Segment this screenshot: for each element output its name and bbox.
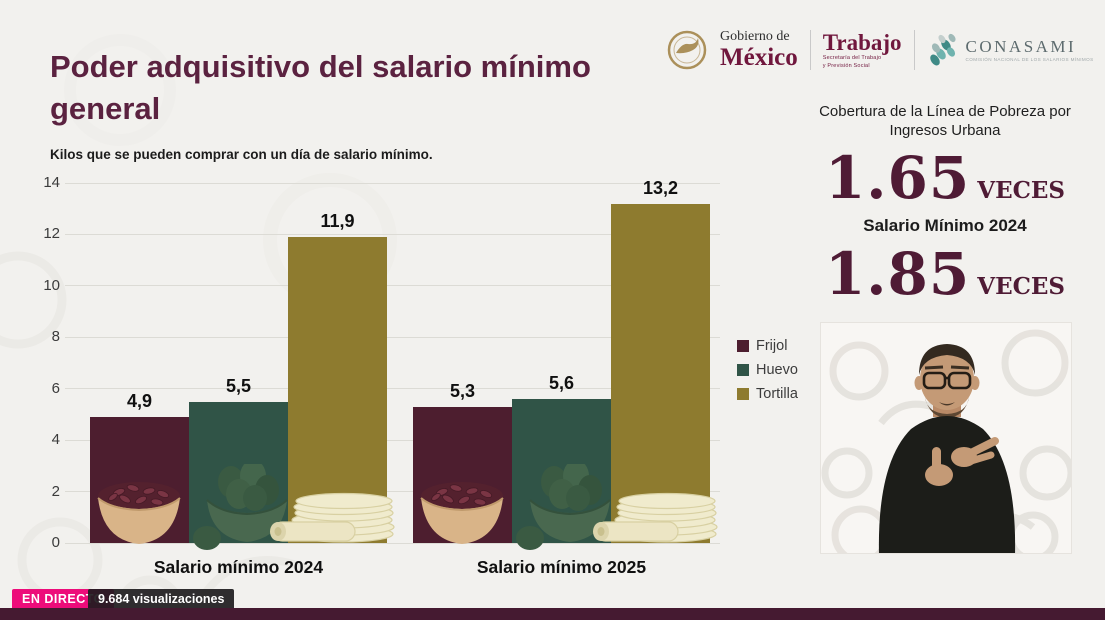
- food-illustrations-2024: [97, 464, 395, 551]
- gridline: [65, 233, 720, 235]
- bar-value-label: 5,6: [548, 373, 575, 393]
- legend-swatch-huevo: [737, 364, 749, 376]
- trabajo-wordmark: Trabajo: [822, 30, 902, 55]
- bar-value-label: 5,3: [449, 380, 476, 401]
- conasami-leaves-icon: [929, 33, 956, 66]
- gobierno-line2: México: [720, 44, 798, 71]
- coverage-value-2025: 1.85 VECES: [795, 240, 1095, 308]
- y-tick-label: 0: [51, 534, 60, 551]
- gridline: [65, 388, 720, 390]
- y-tick-label: 6: [51, 379, 60, 397]
- gridline: [65, 491, 720, 493]
- gridline: [65, 285, 720, 287]
- conasami-wordmark: CONASAMI: [965, 36, 1077, 56]
- legend-label: Huevo: [756, 362, 798, 378]
- y-tick-label: 10: [43, 276, 60, 294]
- chart-legend: Frijol Huevo Tortilla: [737, 338, 798, 410]
- bar-value-label: 11,9: [320, 211, 355, 231]
- page-title: Poder adquisitivo del salario mínimo gen…: [50, 49, 591, 126]
- chart-y-axis: 0 2 4 6 8 10 12 14: [26, 174, 60, 551]
- coverage-number-2024: 1.65: [824, 144, 971, 212]
- mexico-seal-icon: [667, 30, 707, 70]
- y-tick-label: 14: [43, 174, 60, 191]
- legend-swatch-frijol: [737, 340, 749, 352]
- gobierno-logo: Gobierno de México: [720, 29, 798, 71]
- bar-value-label: 4,9: [126, 391, 153, 411]
- bottom-bar: [0, 608, 1105, 620]
- logo-bar: Gobierno de México Trabajo Secretaría de…: [666, 22, 1094, 78]
- salario-minimo-2024-label: Salario Mínimo 2024: [863, 216, 1027, 235]
- trabajo-subtitle-1: Secretaría del Trabajo: [822, 55, 882, 61]
- trabajo-logo: Trabajo Secretaría del Trabajo y Previsi…: [823, 31, 902, 69]
- sign-language-interpreter-video: [820, 322, 1072, 554]
- page-subtitle: Kilos que se pueden comprar con un día d…: [50, 147, 433, 162]
- veces-label-2024: VECES: [977, 177, 1066, 204]
- conasami-logo: CONASAMI COMISIÓN NACIONAL DE LOS SALARI…: [927, 32, 1094, 68]
- gobierno-line1: Gobierno de: [720, 29, 790, 44]
- chart-plot: 4,9 5,3 5,5 5,6 11,9 13,2 Salario mínimo 2024 S…: [65, 178, 720, 577]
- food-illustrations-2025: [420, 464, 718, 551]
- coverage-value-2024: 1.65 VECES: [795, 144, 1095, 212]
- coverage-title: Cobertura de la Línea de Pobreza por Ing…: [819, 103, 1071, 139]
- veces-label-2025: VECES: [977, 273, 1066, 300]
- legend-swatch-tortilla: [737, 388, 749, 400]
- gridline: [65, 182, 720, 184]
- legend-item-tortilla: Tortilla: [737, 386, 798, 402]
- views-count-badge: 9.684 visualizaciones: [88, 589, 235, 610]
- interpreter-figure: [821, 323, 1071, 553]
- bar-tortilla-2024: [288, 237, 387, 543]
- logo-divider: [913, 30, 915, 70]
- category-label-2025: Salario mínimo 2025: [476, 557, 647, 577]
- gridline: [65, 439, 720, 441]
- legend-item-frijol: Frijol: [737, 338, 798, 354]
- legend-label: Frijol: [756, 338, 788, 354]
- bar-tortilla-2025: [611, 203, 710, 543]
- gridline: [65, 542, 720, 544]
- y-tick-label: 8: [51, 328, 60, 346]
- y-tick-label: 4: [51, 431, 60, 449]
- conasami-subtitle: COMISIÓN NACIONAL DE LOS SALARIOS MÍNIMO…: [965, 56, 1094, 62]
- logo-divider: [809, 30, 811, 70]
- gridline: [65, 336, 720, 338]
- y-tick-label: 12: [43, 225, 60, 243]
- bar-value-label: 5,5: [225, 375, 252, 396]
- y-tick-label: 2: [51, 482, 60, 500]
- legend-label: Tortilla: [756, 386, 798, 402]
- coverage-number-2025: 1.85: [824, 240, 971, 308]
- legend-item-huevo: Huevo: [737, 362, 798, 378]
- category-label-2024: Salario mínimo 2024: [153, 557, 324, 577]
- trabajo-subtitle-2: y Previsión Social: [822, 62, 870, 69]
- bar-value-label: 13,2: [642, 177, 679, 198]
